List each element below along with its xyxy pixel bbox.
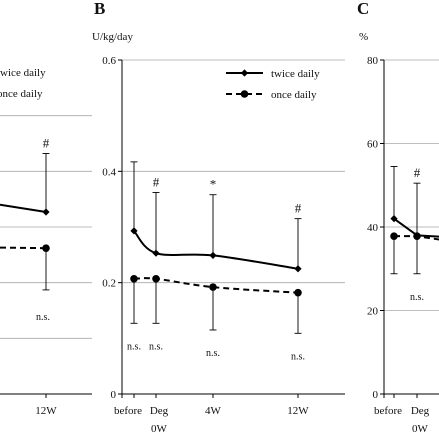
series-line-once-daily bbox=[0, 246, 47, 250]
significance-mark: # bbox=[414, 165, 421, 180]
series-line-twice-daily bbox=[393, 217, 418, 237]
marker-twice-daily bbox=[130, 227, 138, 235]
significance-mark: # bbox=[295, 201, 302, 216]
plot-area bbox=[380, 59, 439, 398]
legend-label-once-daily: once daily bbox=[0, 88, 43, 100]
ns-label: n.s. bbox=[149, 341, 163, 352]
x-tick-label: before bbox=[374, 405, 402, 417]
x-tick-label: before bbox=[114, 405, 142, 417]
series-line-twice-daily bbox=[133, 230, 299, 270]
legend: twice daily once daily bbox=[226, 68, 320, 101]
legend-marker-once-daily bbox=[240, 90, 249, 98]
y-tick-label: 0.6 bbox=[102, 55, 116, 67]
x-tick-label: Deg bbox=[411, 405, 430, 417]
marker-twice-daily bbox=[390, 215, 398, 223]
significance-mark: # bbox=[43, 136, 50, 151]
x-tick-label: Deg bbox=[150, 405, 169, 417]
panel-c-y-unit: % bbox=[359, 31, 368, 43]
ns-label: n.s. bbox=[410, 292, 424, 303]
x-tick-label: 0W bbox=[412, 423, 429, 435]
marker-once-daily bbox=[390, 232, 398, 240]
marker-once-daily bbox=[413, 232, 421, 240]
series-line-once-daily bbox=[133, 277, 299, 294]
marker-once-daily bbox=[152, 274, 160, 283]
y-tick-label: 0 bbox=[373, 389, 379, 401]
marker-once-daily bbox=[42, 244, 50, 252]
ns-label: n.s. bbox=[206, 348, 220, 359]
marker-once-daily bbox=[294, 288, 302, 297]
marker-once-daily bbox=[130, 274, 138, 283]
legend-marker-twice-daily bbox=[240, 69, 249, 77]
x-tick-label: 12W bbox=[35, 405, 57, 417]
ns-label: n.s. bbox=[36, 312, 50, 323]
significance-mark: # bbox=[153, 174, 160, 189]
y-tick-label: 40 bbox=[367, 222, 379, 234]
legend-label-twice-daily: twice daily bbox=[271, 68, 320, 80]
marker-twice-daily bbox=[294, 265, 302, 273]
y-tick-label: 60 bbox=[367, 139, 379, 151]
x-tick-label: 4W bbox=[205, 405, 222, 417]
legend-label-twice-daily: twice daily bbox=[0, 67, 46, 79]
marker-twice-daily bbox=[152, 249, 160, 257]
series-line-twice-daily bbox=[0, 203, 47, 213]
y-tick-label: 80 bbox=[367, 55, 379, 67]
x-tick-label: 0W bbox=[151, 423, 168, 435]
series-line-twice-daily-ext bbox=[416, 234, 439, 238]
plot-area bbox=[118, 59, 345, 398]
y-tick-label: 0.2 bbox=[102, 278, 116, 290]
ns-label: n.s. bbox=[127, 341, 141, 352]
panel-b-y-unit: U/kg/day bbox=[92, 31, 133, 43]
y-tick-label: 20 bbox=[367, 306, 379, 318]
panel-c-letter: C bbox=[357, 0, 369, 18]
marker-twice-daily bbox=[209, 251, 217, 259]
y-tick-label: 0.4 bbox=[102, 166, 116, 178]
marker-once-daily bbox=[209, 283, 217, 291]
y-tick-label: 0 bbox=[111, 389, 117, 401]
marker-twice-daily bbox=[42, 208, 50, 216]
panel-c: C % 0 20 40 60 80 before Deg 0W # n.s. bbox=[357, 0, 439, 435]
x-tick-label: 12W bbox=[287, 405, 309, 417]
ns-label: n.s. bbox=[291, 351, 305, 362]
panel-a: # n.s. 12W twice daily once daily bbox=[0, 67, 92, 417]
panel-b: B U/kg/day 0 0.2 0.4 0.6 before Deg 0W 4W 12W # * #… bbox=[92, 0, 345, 435]
significance-mark: * bbox=[210, 177, 217, 192]
panel-b-letter: B bbox=[94, 0, 105, 18]
legend-label-once-daily: once daily bbox=[271, 89, 317, 101]
